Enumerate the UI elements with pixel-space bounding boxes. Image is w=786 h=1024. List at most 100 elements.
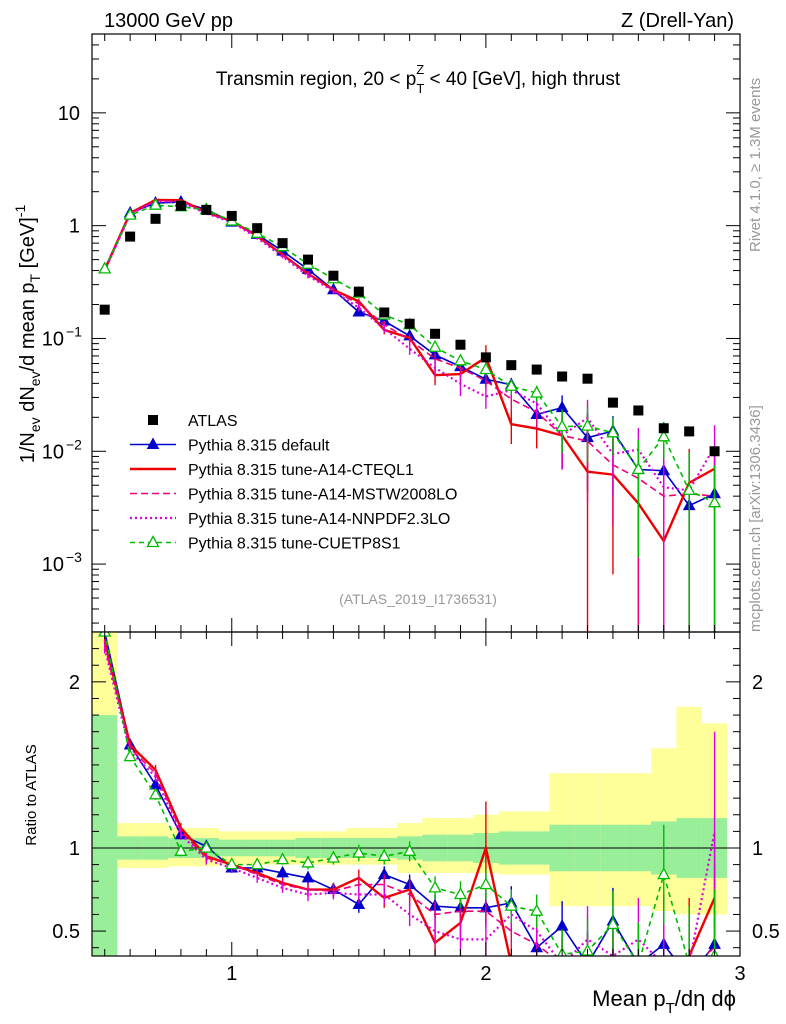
legend: ATLAS Pythia 8.315 default Pythia 8.315 tu…: [130, 413, 457, 553]
series-marker-ratio: [453, 887, 468, 900]
series-marker-ratio: [582, 958, 593, 968]
x-tick-label: 3: [734, 963, 745, 985]
rivet-label: Rivet 4.1.0, ≥ 1.3M events: [747, 78, 764, 252]
series-marker-main: [555, 419, 569, 432]
ratio-tick-label-right: 0.5: [752, 921, 780, 943]
ratio-tick-label-right: 1: [752, 838, 763, 860]
series-marker-main: [148, 197, 163, 210]
ratio-tick-label: 0.5: [52, 921, 80, 943]
atlas-point: [99, 304, 110, 315]
series-marker-ratio: [684, 958, 695, 968]
chart-title: Transmin region, 20 < pTZ < 40 [GeV], hi…: [216, 62, 621, 96]
x-ticks: 1 2 3: [104, 34, 746, 985]
ratio-y-label: Ratio to ATLAS: [23, 744, 40, 845]
y-label-part: /d mean p: [17, 282, 39, 371]
legend-marker-atlas: [148, 415, 158, 425]
band-inner-bin: [92, 715, 118, 956]
series-marker-main: [657, 429, 671, 442]
atlas-point: [353, 286, 364, 297]
series-marker-main: [428, 339, 442, 352]
series-marker-ratio: [225, 857, 239, 870]
atlas-point: [303, 254, 313, 265]
series-marker-main: [453, 353, 468, 366]
series-marker-main: [682, 483, 696, 496]
series-marker-ratio: [530, 903, 544, 916]
series-marker-ratio: [606, 917, 620, 930]
series-marker-ratio: [504, 898, 518, 911]
series-marker-ratio: [633, 958, 644, 968]
series-marker-ratio: [479, 877, 493, 890]
series-marker-main: [580, 418, 595, 431]
series-marker-main: [479, 362, 493, 375]
atlas-point: [379, 307, 390, 318]
series-marker-main: [707, 495, 722, 508]
ratio-panel: 2 2 1 1 0.5 0.5: [52, 631, 780, 982]
atlas-point: [430, 328, 441, 339]
atlas-point: [125, 231, 136, 242]
y-label-part: 1/N: [17, 432, 39, 463]
y-label-part: dN: [17, 386, 39, 417]
series-marker-ratio: [633, 958, 644, 968]
ratio-series: [98, 632, 721, 982]
series-marker-ratio: [148, 787, 163, 800]
y-tick-exponent: −3: [66, 549, 82, 565]
series-marker-ratio: [275, 852, 290, 865]
atlas-point: [455, 339, 466, 350]
series-marker-ratio: [428, 880, 442, 893]
y-tick-label: 10: [42, 554, 64, 576]
series-marker-main: [504, 378, 518, 391]
atlas-point: [201, 204, 212, 215]
y-label-part: [GeV]: [17, 217, 39, 274]
series-marker-ratio: [301, 855, 315, 868]
y-tick-exponent: −2: [66, 436, 82, 452]
ratio-ticks: 2 2 1 1 0.5 0.5: [52, 631, 780, 949]
series-marker-ratio: [352, 897, 366, 909]
y-tick-exponent: −1: [66, 323, 82, 339]
atlas-point: [480, 352, 491, 363]
series-marker-main: [631, 462, 645, 475]
series-marker-main: [98, 261, 112, 274]
legend-label: Pythia 8.315 tune-A14-CTEQL1: [188, 462, 414, 479]
legend-marker: [146, 437, 160, 449]
legend-label: Pythia 8.315 tune-CUETP8S1: [188, 536, 401, 553]
series-marker-ratio: [657, 867, 671, 880]
series-marker-ratio: [301, 870, 315, 883]
series-marker-main: [606, 425, 620, 438]
series-marker-ratio: [403, 843, 417, 856]
ratio-tick-label-right: 2: [752, 672, 763, 694]
atlas-point: [658, 423, 669, 434]
legend-label: Pythia 8.315 tune-A14-MSTW2008LO: [188, 487, 457, 504]
x-tick-label: 1: [226, 963, 237, 985]
header-left: 13000 GeV pp: [104, 10, 233, 32]
atlas-point: [150, 213, 161, 224]
atlas-point: [506, 360, 517, 371]
x-tick-label: 2: [480, 963, 491, 985]
atlas-point: [633, 405, 644, 416]
series-marker-ratio: [555, 919, 569, 931]
y-label-part: ev: [27, 417, 43, 432]
series-marker-ratio: [276, 865, 289, 878]
band-outer-bin: [676, 706, 702, 915]
main-series: [98, 194, 722, 632]
x-axis-label: Mean pT/dη dϕ: [592, 986, 736, 1017]
series-marker-main: [123, 207, 137, 220]
series-marker-ratio: [684, 972, 695, 982]
series-marker-ratio: [326, 850, 341, 863]
legend-label-atlas: ATLAS: [188, 413, 238, 430]
series-marker-main: [530, 385, 544, 398]
atlas-point: [404, 318, 415, 329]
series-marker-ratio: [199, 840, 213, 853]
atlas-point: [709, 446, 720, 457]
series-marker-ratio: [377, 848, 391, 861]
y-label-part: ev: [27, 371, 43, 386]
y-label-part: -1: [12, 205, 28, 218]
ratio-tick-label: 1: [69, 838, 80, 860]
y-tick-label: 1: [69, 216, 80, 238]
atlas-point: [252, 223, 263, 234]
header-right: Z (Drell-Yan): [621, 10, 734, 32]
legend-marker: [146, 535, 160, 548]
atlas-point: [557, 371, 568, 382]
atlas-point: [684, 426, 695, 437]
